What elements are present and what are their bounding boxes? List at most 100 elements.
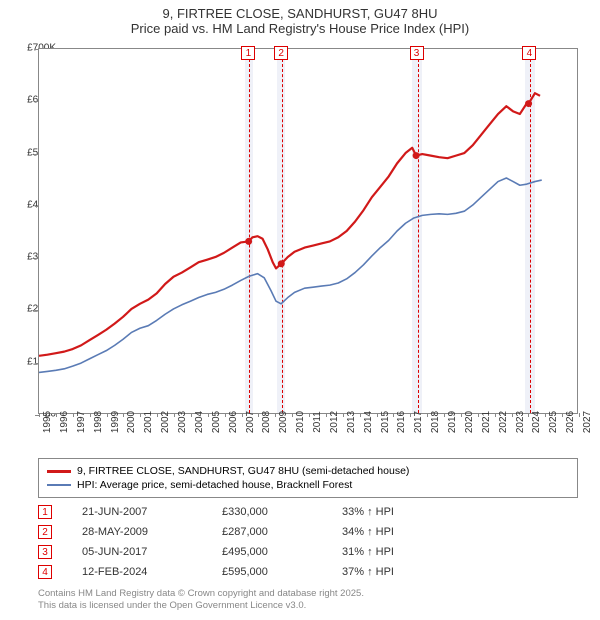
x-tick (360, 413, 361, 417)
x-tick (191, 413, 192, 417)
x-tick (73, 413, 74, 417)
x-axis-label: 2007 (245, 411, 256, 433)
marker-point (525, 100, 532, 107)
x-tick (208, 413, 209, 417)
x-tick (292, 413, 293, 417)
x-axis-label: 2002 (160, 411, 171, 433)
x-axis-label: 2024 (531, 411, 542, 433)
y-tick (35, 206, 39, 207)
x-tick (56, 413, 57, 417)
tx-date: 21-JUN-2007 (82, 506, 222, 518)
chart-container: 9, FIRTREE CLOSE, SANDHURST, GU47 8HU Pr… (0, 0, 600, 620)
x-axis-label: 1996 (59, 411, 70, 433)
y-tick (35, 310, 39, 311)
legend-label: HPI: Average price, semi-detached house,… (77, 479, 352, 491)
tx-marker: 4 (38, 565, 52, 579)
marker-point (413, 152, 420, 159)
x-axis-label: 2021 (481, 411, 492, 433)
y-tick (35, 363, 39, 364)
x-tick (140, 413, 141, 417)
x-tick (478, 413, 479, 417)
x-tick (512, 413, 513, 417)
x-tick (39, 413, 40, 417)
x-tick (225, 413, 226, 417)
footer-line: This data is licensed under the Open Gov… (38, 600, 364, 612)
x-tick (309, 413, 310, 417)
x-tick (258, 413, 259, 417)
x-tick (545, 413, 546, 417)
tx-date: 05-JUN-2017 (82, 546, 222, 558)
transaction-row: 305-JUN-2017£495,00031% ↑ HPI (38, 542, 442, 562)
x-tick (427, 413, 428, 417)
x-tick (123, 413, 124, 417)
x-axis-label: 2015 (380, 411, 391, 433)
chart-svg (39, 49, 577, 413)
x-axis-label: 2026 (565, 411, 576, 433)
x-axis-label: 1998 (93, 411, 104, 433)
x-axis-label: 2005 (211, 411, 222, 433)
legend-swatch (47, 470, 71, 473)
legend-label: 9, FIRTREE CLOSE, SANDHURST, GU47 8HU (s… (77, 465, 409, 477)
legend-item: HPI: Average price, semi-detached house,… (47, 478, 569, 492)
y-tick (35, 415, 39, 416)
x-axis-label: 2000 (126, 411, 137, 433)
x-tick (444, 413, 445, 417)
legend: 9, FIRTREE CLOSE, SANDHURST, GU47 8HU (s… (38, 458, 578, 498)
marker-label-box: 1 (241, 46, 255, 60)
x-axis-label: 2017 (413, 411, 424, 433)
y-tick (35, 258, 39, 259)
x-axis-label: 2010 (295, 411, 306, 433)
x-axis-label: 2016 (396, 411, 407, 433)
x-tick (275, 413, 276, 417)
legend-swatch (47, 484, 71, 486)
tx-pct: 33% ↑ HPI (342, 506, 442, 518)
title-address: 9, FIRTREE CLOSE, SANDHURST, GU47 8HU (0, 6, 600, 21)
marker-label-box: 4 (522, 46, 536, 60)
x-tick (157, 413, 158, 417)
x-tick (326, 413, 327, 417)
marker-label-box: 3 (410, 46, 424, 60)
transaction-row: 412-FEB-2024£595,00037% ↑ HPI (38, 562, 442, 582)
x-axis-label: 1997 (76, 411, 87, 433)
y-tick (35, 101, 39, 102)
x-axis-label: 2011 (312, 411, 323, 433)
x-axis-label: 2025 (548, 411, 559, 433)
x-axis-label: 2004 (194, 411, 205, 433)
transactions-table: 1 21-JUN-2007£330,00033% ↑ HPI 228-MAY-200… (38, 502, 442, 582)
x-axis-label: 2001 (143, 411, 154, 433)
x-tick (242, 413, 243, 417)
footer-line: Contains HM Land Registry data © Crown c… (38, 588, 364, 600)
x-tick (562, 413, 563, 417)
transaction-row: 228-MAY-2009£287,00034% ↑ HPI (38, 522, 442, 542)
x-tick (393, 413, 394, 417)
x-axis-label: 1999 (110, 411, 121, 433)
x-tick (90, 413, 91, 417)
x-axis-label: 2027 (582, 411, 593, 433)
marker-point (278, 260, 285, 267)
x-tick (461, 413, 462, 417)
x-axis-label: 2013 (346, 411, 357, 433)
x-tick (579, 413, 580, 417)
tx-marker: 2 (38, 525, 52, 539)
x-tick (174, 413, 175, 417)
x-axis-label: 2006 (228, 411, 239, 433)
x-axis-label: 2012 (329, 411, 340, 433)
legend-item: 9, FIRTREE CLOSE, SANDHURST, GU47 8HU (s… (47, 464, 569, 478)
x-axis-label: 2018 (430, 411, 441, 433)
transaction-row: 1 21-JUN-2007£330,00033% ↑ HPI (38, 502, 442, 522)
x-tick (410, 413, 411, 417)
tx-marker: 3 (38, 545, 52, 559)
x-tick (343, 413, 344, 417)
series-line-hpi (39, 178, 542, 372)
x-axis-label: 2019 (447, 411, 458, 433)
x-tick (377, 413, 378, 417)
x-tick (495, 413, 496, 417)
tx-marker: 1 (38, 505, 52, 519)
tx-price: £330,000 (222, 506, 342, 518)
x-axis-label: 2014 (363, 411, 374, 433)
x-axis-label: 2008 (261, 411, 272, 433)
title-subtitle: Price paid vs. HM Land Registry's House … (0, 21, 600, 36)
series-line-price_paid (39, 93, 540, 356)
tx-pct: 31% ↑ HPI (342, 546, 442, 558)
x-tick (528, 413, 529, 417)
